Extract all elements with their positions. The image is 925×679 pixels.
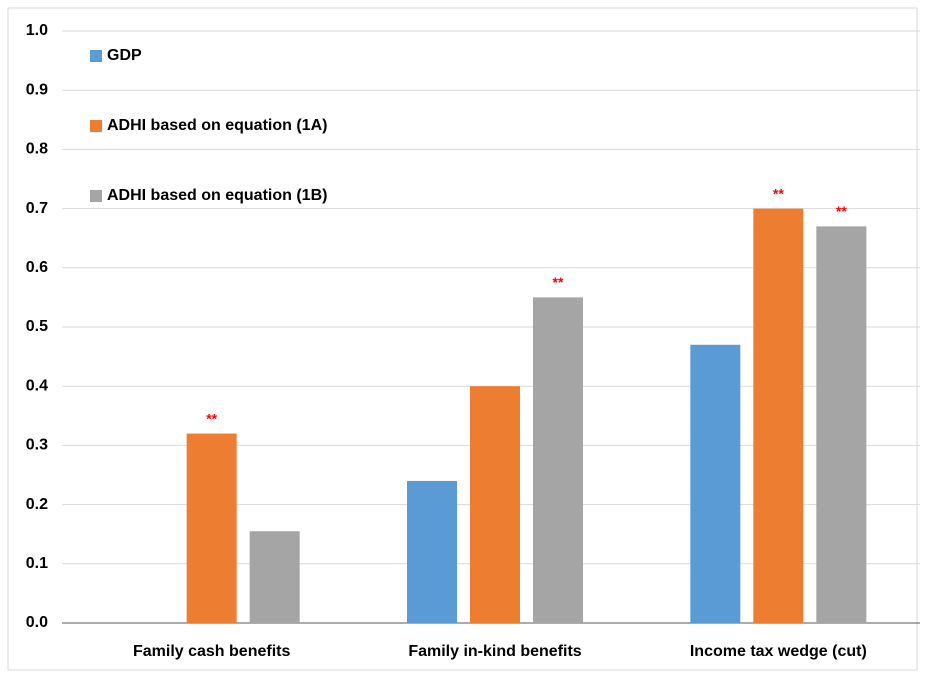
x-tick-label: Family cash benefits [133, 643, 290, 660]
bar [407, 480, 457, 623]
y-tick-label: 0.8 [26, 141, 48, 158]
x-tick-label: Family in-kind benefits [408, 643, 581, 660]
y-tick-label: 0.9 [26, 81, 48, 98]
chart-border [7, 7, 918, 671]
legend-label: ADHI based on equation (1B) [107, 187, 327, 204]
legend-label: ADHI based on equation (1A) [107, 117, 327, 134]
y-tick-label: 0.2 [26, 496, 48, 513]
x-tick-label: Income tax wedge (cut) [690, 643, 867, 660]
bar [249, 531, 300, 623]
y-tick-label: 0.1 [26, 555, 48, 572]
y-tick-label: 0.7 [26, 200, 48, 217]
y-tick-label: 0.0 [26, 614, 48, 631]
y-tick-label: 0.4 [26, 377, 48, 394]
significance-mark: ** [553, 274, 564, 290]
y-tick-label: 0.5 [26, 318, 48, 335]
y-tick-label: 0.6 [26, 259, 48, 276]
legend-swatch [90, 50, 102, 62]
significance-mark: ** [836, 203, 847, 219]
significance-mark: ** [206, 410, 217, 426]
bar [533, 297, 583, 623]
legend-swatch [90, 120, 102, 132]
legend-swatch [90, 190, 102, 202]
bar [470, 386, 520, 623]
bar [816, 226, 867, 624]
significance-mark: ** [773, 185, 784, 201]
bar [186, 433, 237, 623]
y-tick-label: 0.3 [26, 437, 48, 454]
bar [690, 344, 741, 623]
y-tick-label: 1.0 [26, 22, 48, 39]
legend-label: GDP [107, 47, 142, 64]
bar [753, 208, 804, 623]
